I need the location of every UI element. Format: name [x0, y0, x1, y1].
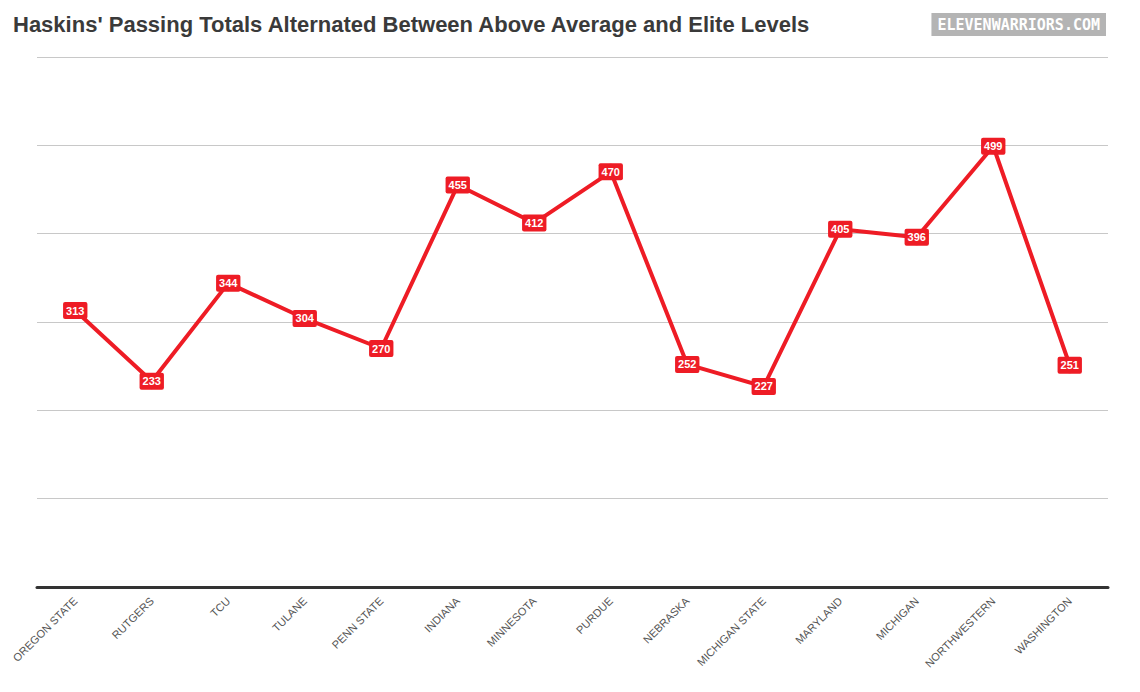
svg-text:TCU: TCU [208, 595, 232, 619]
svg-text:499: 499 [984, 140, 1002, 152]
svg-text:455: 455 [449, 179, 467, 191]
svg-text:PURDUE: PURDUE [574, 595, 615, 636]
svg-text:NORTHWESTERN: NORTHWESTERN [923, 595, 998, 670]
svg-text:270: 270 [372, 343, 390, 355]
svg-text:251: 251 [1061, 359, 1079, 371]
svg-text:OREGON STATE: OREGON STATE [10, 595, 79, 664]
svg-text:233: 233 [143, 375, 161, 387]
svg-text:ELEVENWARRIORS.COM: ELEVENWARRIORS.COM [937, 16, 1100, 34]
svg-text:MINNESOTA: MINNESOTA [484, 594, 539, 649]
svg-text:344: 344 [219, 277, 238, 289]
svg-text:304: 304 [296, 312, 315, 324]
svg-text:TULANE: TULANE [270, 595, 309, 634]
svg-text:313: 313 [66, 305, 84, 317]
svg-text:MARYLAND: MARYLAND [793, 595, 845, 647]
svg-text:WASHINGTON: WASHINGTON [1012, 595, 1074, 657]
svg-text:470: 470 [602, 166, 620, 178]
svg-text:227: 227 [755, 380, 773, 392]
svg-text:252: 252 [678, 358, 696, 370]
svg-text:INDIANA: INDIANA [422, 594, 462, 634]
svg-text:Haskins' Passing Totals Altern: Haskins' Passing Totals Alternated Betwe… [13, 12, 809, 37]
svg-text:NEBRASKA: NEBRASKA [641, 594, 692, 645]
svg-text:396: 396 [908, 231, 926, 243]
svg-text:RUTGERS: RUTGERS [110, 595, 156, 641]
svg-text:MICHIGAN: MICHIGAN [874, 595, 921, 642]
svg-text:PENN STATE: PENN STATE [329, 595, 385, 651]
svg-text:405: 405 [831, 223, 849, 235]
svg-text:412: 412 [525, 217, 543, 229]
svg-text:MICHIGAN STATE: MICHIGAN STATE [695, 595, 768, 668]
